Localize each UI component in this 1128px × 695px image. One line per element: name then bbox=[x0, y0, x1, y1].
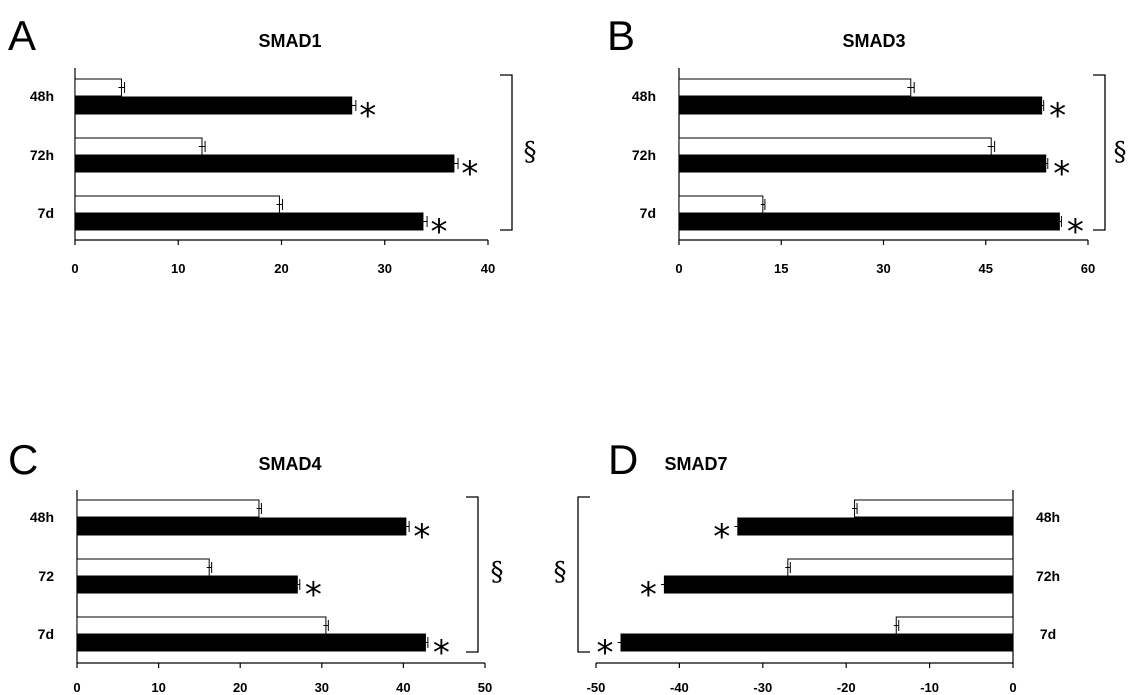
panel-letter: B bbox=[607, 12, 635, 59]
bar-filled bbox=[678, 96, 1043, 115]
bar-filled bbox=[74, 96, 353, 115]
significance-star: * bbox=[597, 633, 614, 673]
x-tick-label: 30 bbox=[876, 261, 890, 276]
x-tick-label: 0 bbox=[71, 261, 78, 276]
bar-open bbox=[76, 499, 260, 518]
chart-title: SMAD1 bbox=[258, 31, 321, 51]
bar-open bbox=[678, 78, 912, 97]
significance-star: * bbox=[430, 212, 447, 252]
x-tick-label: 0 bbox=[1009, 680, 1016, 695]
x-tick-label: 20 bbox=[233, 680, 247, 695]
chart-title: SMAD4 bbox=[258, 454, 321, 474]
bar-open bbox=[678, 137, 992, 156]
bar-filled bbox=[737, 517, 1014, 536]
significance-star: * bbox=[305, 575, 322, 615]
x-tick-label: 40 bbox=[481, 261, 495, 276]
x-tick-label: 60 bbox=[1081, 261, 1095, 276]
section-mark: § bbox=[554, 557, 567, 587]
bar-open bbox=[76, 616, 327, 635]
significance-star: * bbox=[1067, 212, 1084, 252]
significance-star: * bbox=[461, 154, 478, 194]
bar-filled bbox=[74, 154, 455, 173]
x-tick-label: 20 bbox=[274, 261, 288, 276]
bar-filled bbox=[76, 575, 298, 594]
significance-star: * bbox=[1049, 96, 1066, 136]
chart-title: SMAD3 bbox=[842, 31, 905, 51]
category-label: 48h bbox=[632, 88, 656, 104]
x-tick-label: 0 bbox=[675, 261, 682, 276]
chart-panel-c: C SMAD4 0 10 20 30 40 50 48h * 72 * 7d * § bbox=[8, 436, 504, 695]
x-tick-label: -40 bbox=[670, 680, 689, 695]
chart-title: SMAD7 bbox=[664, 454, 727, 474]
bar-filled bbox=[76, 517, 407, 536]
bar-open bbox=[854, 499, 1014, 518]
category-label: 72h bbox=[1036, 568, 1060, 584]
x-tick-label: 30 bbox=[315, 680, 329, 695]
x-tick-label: 10 bbox=[151, 680, 165, 695]
bar-filled bbox=[663, 575, 1014, 594]
bar-filled bbox=[76, 633, 426, 652]
category-label: 48h bbox=[1036, 509, 1060, 525]
significance-star: * bbox=[433, 633, 450, 673]
x-tick-label: -50 bbox=[587, 680, 606, 695]
x-tick-label: 15 bbox=[774, 261, 788, 276]
x-tick-label: 45 bbox=[979, 261, 993, 276]
bar-filled bbox=[74, 212, 424, 231]
chart-panel-b: B SMAD3 0 15 30 45 60 48h * 72h * 7d * § bbox=[607, 12, 1127, 276]
bar-open bbox=[74, 195, 280, 214]
category-label: 7d bbox=[38, 205, 54, 221]
category-label: 7d bbox=[1040, 626, 1056, 642]
category-label: 7d bbox=[38, 626, 54, 642]
significance-star: * bbox=[413, 517, 430, 557]
bar-filled bbox=[678, 154, 1047, 173]
category-label: 7d bbox=[640, 205, 656, 221]
significance-bracket bbox=[577, 496, 590, 653]
panel-letter: D bbox=[608, 436, 638, 483]
x-tick-label: 10 bbox=[171, 261, 185, 276]
x-tick-label: -10 bbox=[920, 680, 939, 695]
section-mark: § bbox=[491, 557, 504, 587]
section-mark: § bbox=[524, 137, 537, 167]
x-tick-label: 50 bbox=[478, 680, 492, 695]
bar-open bbox=[678, 195, 764, 214]
significance-bracket bbox=[1093, 74, 1106, 231]
category-label: 48h bbox=[30, 88, 54, 104]
bar-open bbox=[74, 137, 203, 156]
panel-letter: C bbox=[8, 436, 38, 483]
category-label: 48h bbox=[30, 509, 54, 525]
significance-star: * bbox=[359, 96, 376, 136]
bar-open bbox=[895, 616, 1014, 635]
x-tick-label: -20 bbox=[837, 680, 856, 695]
significance-star: * bbox=[1053, 154, 1070, 194]
bar-filled bbox=[678, 212, 1060, 231]
x-tick-label: 0 bbox=[73, 680, 80, 695]
x-tick-label: 40 bbox=[396, 680, 410, 695]
bar-open bbox=[74, 78, 122, 97]
panel-letter: A bbox=[8, 12, 36, 59]
x-tick-label: 30 bbox=[378, 261, 392, 276]
chart-panel-d: D SMAD7 -50 -40 -30 -20 -10 0 48h * 72h * 7d * § bbox=[554, 436, 1061, 695]
significance-star: * bbox=[640, 575, 657, 615]
x-tick-label: -30 bbox=[753, 680, 772, 695]
category-label: 72 bbox=[38, 568, 54, 584]
bar-filled bbox=[620, 633, 1014, 652]
significance-bracket bbox=[500, 74, 513, 231]
bar-open bbox=[787, 558, 1014, 577]
category-label: 72h bbox=[30, 147, 54, 163]
section-mark: § bbox=[1114, 137, 1127, 167]
chart-panel-a: A SMAD1 0 10 20 30 40 48h * 72h * 7d * § bbox=[8, 12, 537, 276]
significance-star: * bbox=[713, 517, 730, 557]
significance-bracket bbox=[466, 496, 479, 653]
bar-open bbox=[76, 558, 210, 577]
category-label: 72h bbox=[632, 147, 656, 163]
